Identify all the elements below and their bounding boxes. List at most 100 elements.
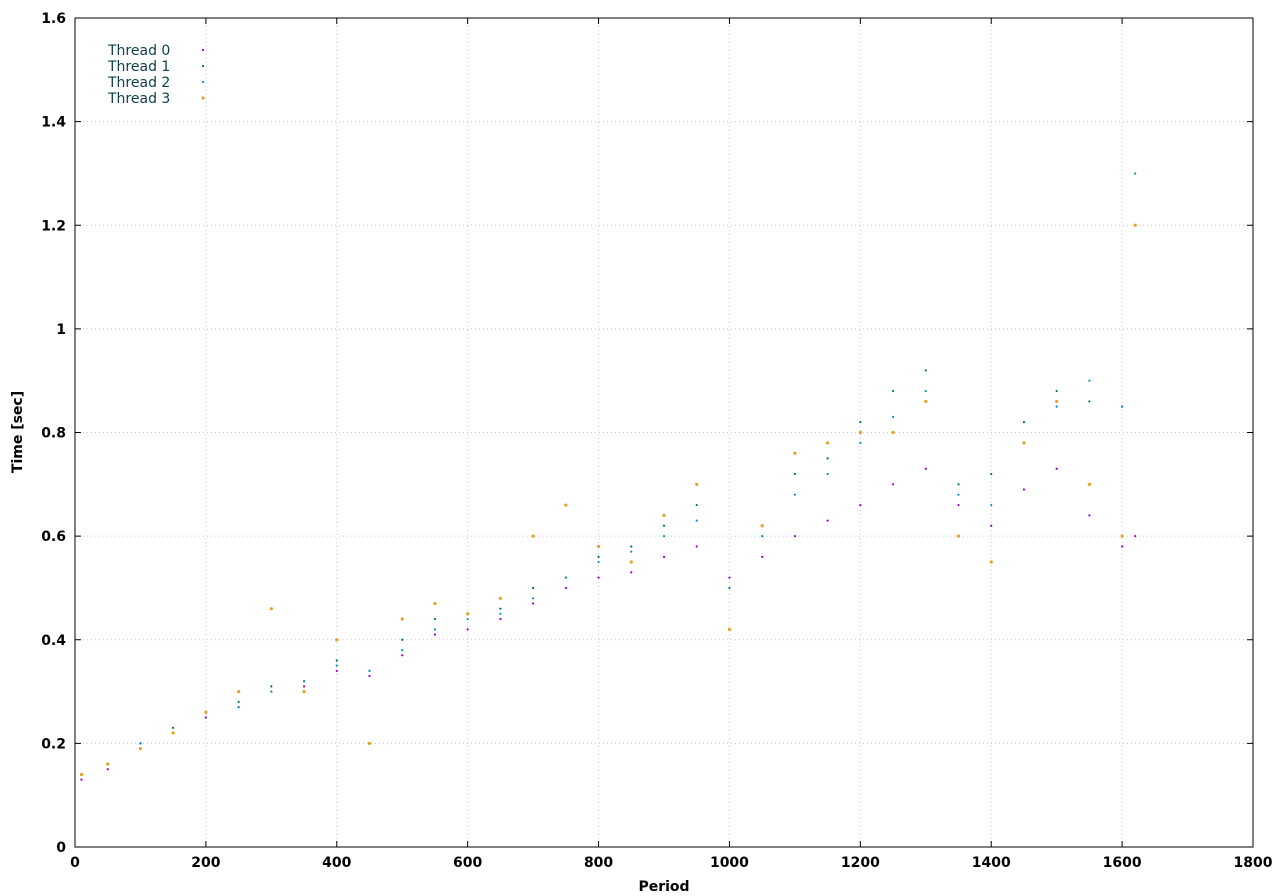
data-point [957, 483, 960, 486]
data-point [990, 524, 993, 527]
data-point [564, 586, 567, 590]
data-point [1134, 535, 1137, 538]
data-point [859, 503, 862, 507]
data-point [335, 669, 338, 672]
x-tick-label: 1000 [710, 855, 749, 871]
y-tick-label: 0.4 [41, 633, 66, 649]
x-tick-label: 1600 [1103, 855, 1142, 871]
data-point [302, 685, 306, 688]
data-point [499, 617, 502, 621]
data-point [433, 601, 437, 606]
x-tick-labels: 0 200 400 600 800 1000 1200 1400 1600 1800 [70, 855, 1273, 871]
data-point [761, 555, 764, 558]
y-tick-label: 1.2 [41, 218, 66, 234]
y-tick-label: 1 [56, 322, 66, 338]
x-axis-label: Period [638, 879, 689, 895]
data-point [793, 451, 797, 455]
data-point [237, 700, 240, 704]
data-point [367, 741, 372, 745]
data-point [466, 617, 469, 621]
data-point [891, 483, 895, 486]
legend-marker [201, 96, 205, 100]
data-point [531, 534, 535, 538]
data-point [990, 472, 993, 476]
axis-ticks [74, 17, 1254, 848]
data-point [1133, 223, 1137, 227]
data-point [1121, 545, 1124, 548]
data-point [106, 768, 109, 771]
data-point [498, 596, 502, 600]
data-point [1087, 482, 1091, 486]
data-point [924, 467, 927, 470]
data-point [270, 690, 273, 693]
data-point [695, 519, 698, 522]
data-point [596, 544, 601, 549]
x-tick-label: 400 [322, 855, 351, 871]
data-point [957, 493, 960, 496]
legend-marker [201, 64, 205, 68]
data-point [630, 571, 633, 574]
data-point [532, 602, 535, 605]
data-point [891, 415, 895, 419]
data-point [793, 472, 796, 476]
x-tick-label: 1200 [841, 855, 880, 871]
data-point [1055, 405, 1058, 408]
data-point [630, 545, 633, 548]
legend-label: Thread 0 [107, 43, 170, 59]
data-point [760, 524, 764, 528]
data-point [924, 369, 927, 372]
data-point [237, 706, 240, 709]
data-point [1055, 389, 1058, 393]
data-point [727, 627, 732, 631]
y-tick-label: 0.2 [41, 736, 66, 752]
data-point [1088, 514, 1091, 517]
data-point [564, 503, 568, 507]
data-point [859, 421, 862, 424]
data-point [662, 513, 666, 518]
data-point [80, 778, 83, 781]
x-tick-label: 1400 [972, 855, 1011, 871]
data-point [466, 612, 470, 616]
data-point [956, 534, 961, 538]
series-2-points [80, 172, 1137, 776]
data-point [499, 612, 502, 615]
x-tick-label: 1800 [1234, 855, 1273, 871]
data-point [597, 576, 600, 579]
legend-label: Thread 1 [107, 59, 170, 75]
legend-marker [201, 48, 205, 52]
data-point [761, 535, 764, 538]
data-point [172, 726, 175, 729]
data-point [1022, 488, 1026, 491]
data-point [1055, 399, 1059, 404]
data-point [695, 545, 698, 548]
data-point [335, 659, 338, 662]
legend-label: Thread 3 [107, 91, 170, 107]
data-point [433, 633, 437, 636]
data-point [335, 638, 339, 642]
data-point [891, 430, 895, 435]
data-point [400, 617, 404, 621]
data-point [662, 524, 666, 527]
data-point [728, 576, 731, 579]
data-point [564, 576, 567, 579]
x-tick-label: 0 [70, 855, 80, 871]
y-axis-label: Time [sec] [10, 391, 26, 473]
data-point [171, 731, 175, 735]
data-point [1022, 441, 1026, 445]
data-point [793, 535, 796, 538]
data-point [401, 649, 404, 652]
data-point [368, 669, 371, 672]
data-point [368, 674, 371, 678]
x-tick-label: 600 [453, 855, 482, 871]
data-point [728, 586, 731, 590]
data-point [957, 503, 960, 507]
x-tick-label: 800 [584, 855, 613, 871]
data-point [826, 519, 829, 522]
grid-lines [75, 18, 1253, 847]
data-point [1088, 400, 1091, 403]
data-point [793, 493, 796, 496]
data-point [335, 664, 338, 667]
data-point [662, 535, 666, 538]
data-point [695, 503, 698, 507]
y-tick-label: 0.6 [41, 529, 66, 545]
